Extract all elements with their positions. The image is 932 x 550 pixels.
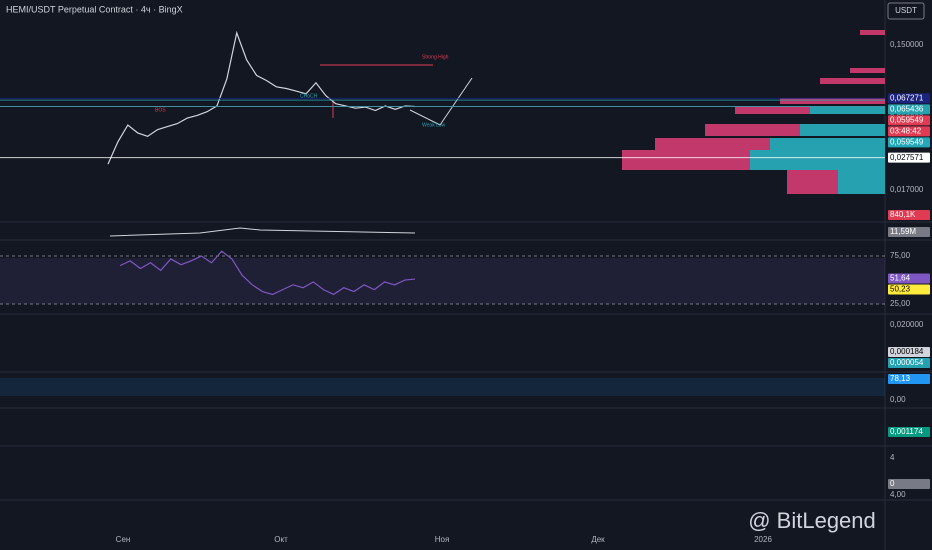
- currency-box[interactable]: [887, 2, 925, 20]
- price-tag-bg: [888, 227, 930, 237]
- y-tick-label: 0,150000: [890, 40, 924, 49]
- y-tick-label: 0,017000: [890, 185, 924, 194]
- price-tag: 78,13: [890, 374, 911, 383]
- price-tag: 03:48:42: [890, 126, 922, 135]
- watermark: @ BitLegend: [748, 508, 876, 533]
- price-tag-bg: [888, 210, 930, 220]
- price-tag: 0,001174: [890, 427, 923, 436]
- title: HEMI/USDT Perpetual Contract · 4ч · Bing…: [6, 4, 183, 14]
- y-tick-label: 25,00: [890, 299, 911, 308]
- series-line: [107, 30, 416, 165]
- stoch-band: [0, 378, 885, 396]
- volume-profile: [622, 30, 885, 194]
- rsi-band: [0, 258, 885, 304]
- price-tag: 0,059549: [890, 115, 924, 124]
- price-tag-bg: [888, 126, 930, 137]
- price-tag-bg: [888, 137, 930, 148]
- y-tick-label: 0,00: [890, 395, 906, 404]
- annotation: Strong High: [422, 54, 449, 60]
- price-tag: 0,067271: [890, 93, 924, 102]
- y-tick-label: 75,00: [890, 251, 911, 260]
- price-tag: 0,000054: [890, 358, 924, 367]
- price-tag-bg: [888, 152, 930, 163]
- price-tag-bg: [888, 479, 930, 489]
- price-tag-bg: [888, 347, 930, 357]
- y-tick-label: 4: [890, 453, 895, 462]
- price-tag: 0,000184: [890, 347, 924, 356]
- x-tick-label: 2026: [754, 535, 772, 544]
- price-tag: 0,059549: [890, 137, 924, 146]
- annotation: BOS: [155, 107, 166, 113]
- price-tag-bg: [888, 358, 930, 368]
- price-tag-bg: [888, 284, 930, 295]
- price-tag: 51,64: [890, 274, 911, 283]
- x-tick-label: Дек: [591, 535, 605, 544]
- price-tag: 11,59M: [890, 227, 916, 236]
- price-tag-bg: [888, 374, 930, 384]
- projection-arrow: [409, 77, 473, 126]
- price-tag: 0,027571: [890, 153, 924, 162]
- price-tag-bg: [888, 273, 930, 284]
- price-tag: 840,1K: [890, 210, 916, 219]
- annotation: CHoCH: [300, 93, 318, 99]
- price-tag: 0,065436: [890, 104, 924, 113]
- y-tick-label: 0,020000: [890, 320, 924, 329]
- price-tag-bg: [888, 93, 930, 104]
- annotation: Weak Low: [422, 122, 446, 128]
- price-tag: 50,23: [890, 285, 911, 294]
- series-line: [119, 250, 416, 296]
- price-tag: 0: [890, 479, 895, 488]
- x-tick-label: Сен: [116, 535, 131, 544]
- x-tick-label: Окт: [274, 535, 288, 544]
- currency[interactable]: USDT: [895, 6, 917, 15]
- y-tick-label: 4,00: [890, 490, 906, 499]
- price-tag-bg: [888, 427, 930, 437]
- price-tag-bg: [888, 115, 930, 126]
- structure-lines: [320, 64, 433, 118]
- obv-line: [109, 227, 416, 237]
- price-tag-bg: [888, 104, 930, 115]
- x-tick-label: Ноя: [435, 535, 450, 544]
